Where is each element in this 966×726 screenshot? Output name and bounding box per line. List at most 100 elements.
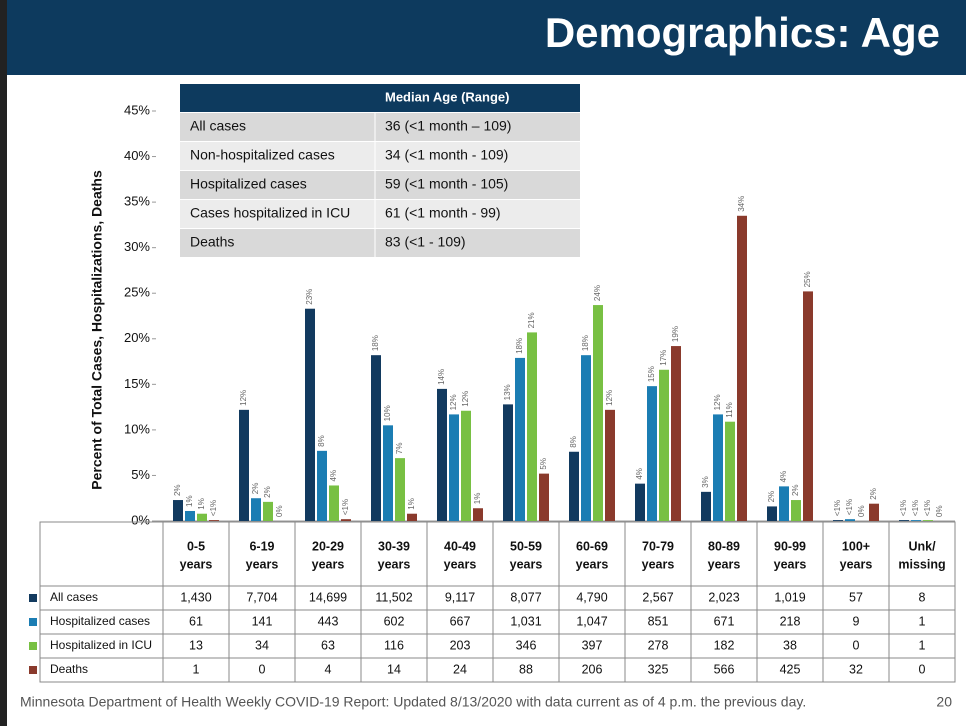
legend-label: Hospitalized cases: [50, 614, 150, 628]
table-cell: 1: [193, 662, 200, 676]
data-label: 12%: [713, 394, 722, 410]
bar: [395, 458, 405, 521]
data-label: 1%: [407, 498, 416, 510]
x-tick-label: years: [510, 557, 543, 571]
bar: [251, 498, 261, 521]
data-label: 2%: [791, 484, 800, 496]
bar: [713, 414, 723, 521]
data-label: 8%: [317, 435, 326, 447]
table-cell: 182: [714, 638, 735, 652]
x-tick-label: 80-89: [708, 539, 740, 553]
y-tick-label: 40%: [124, 148, 150, 163]
x-tick-label: 0-5: [187, 539, 205, 553]
y-axis-label: Percent of Total Cases, Hospitalizations…: [89, 170, 105, 490]
table-cell: 8,077: [510, 590, 541, 604]
table-cell: 32: [849, 662, 863, 676]
bar: [923, 520, 933, 521]
x-tick-label: missing: [898, 557, 945, 571]
data-label: 12%: [461, 391, 470, 407]
y-tick-label: 0%: [131, 512, 150, 527]
median-row-bg: [180, 113, 580, 141]
table-cell: 24: [453, 662, 467, 676]
bar: [635, 483, 645, 521]
median-cell: 34 (<1 month - 109): [385, 147, 508, 163]
table-cell: 397: [582, 638, 603, 652]
table-cell: 141: [252, 614, 273, 628]
x-tick-label: 50-59: [510, 539, 542, 553]
footer: Minnesota Department of Health Weekly CO…: [20, 694, 806, 710]
median-cell: 83 (<1 - 109): [385, 234, 466, 250]
bar: [197, 513, 207, 521]
table-cell: 14: [387, 662, 401, 676]
bar: [473, 508, 483, 521]
data-label: 14%: [437, 369, 446, 385]
data-label: 15%: [647, 366, 656, 382]
bar: [263, 501, 273, 521]
bar: [767, 506, 777, 521]
table-cell: 1,047: [576, 614, 607, 628]
bar: [671, 346, 681, 521]
table-cell: 1,031: [510, 614, 541, 628]
table-cell: 9: [853, 614, 860, 628]
data-label: 4%: [779, 471, 788, 483]
y-tick-label: 45%: [124, 102, 150, 117]
table-cell: 325: [648, 662, 669, 676]
median-row-bg: [180, 142, 580, 170]
left-edge: [0, 0, 7, 726]
median-cell: Deaths: [190, 234, 234, 250]
data-label: 12%: [449, 394, 458, 410]
data-label: 23%: [305, 289, 314, 305]
table-cell: 218: [780, 614, 801, 628]
x-tick-label: 40-49: [444, 539, 476, 553]
y-tick-label: 30%: [124, 239, 150, 254]
table-cell: 9,117: [445, 590, 475, 604]
table-cell: 851: [648, 614, 669, 628]
bar: [407, 513, 417, 521]
data-label: 0%: [275, 505, 284, 517]
y-tick-label: 15%: [124, 376, 150, 391]
data-label: 2%: [767, 491, 776, 503]
x-tick-label: 20-29: [312, 539, 344, 553]
bar: [539, 473, 549, 521]
table-cell: 443: [318, 614, 339, 628]
data-label: 0%: [857, 505, 866, 517]
median-cell: 61 (<1 month - 99): [385, 205, 501, 221]
median-header: Median Age (Range): [385, 89, 509, 104]
banner: [0, 0, 966, 75]
table-cell: 1: [919, 638, 926, 652]
legend-swatch: [29, 594, 37, 602]
median-cell: Cases hospitalized in ICU: [190, 205, 350, 221]
legend-label: Deaths: [50, 662, 88, 676]
bar: [725, 421, 735, 521]
data-label: 12%: [239, 390, 248, 406]
bar: [899, 520, 909, 521]
y-tick-label: 25%: [124, 285, 150, 300]
bar: [911, 520, 921, 521]
bar: [371, 355, 381, 521]
bar: [317, 450, 327, 521]
data-label: 21%: [527, 312, 536, 328]
x-tick-label: years: [246, 557, 279, 571]
table-cell: 566: [714, 662, 735, 676]
bar: [569, 451, 579, 521]
x-tick-label: 90-99: [774, 539, 806, 553]
bar: [305, 308, 315, 521]
data-label: 12%: [605, 390, 614, 406]
data-label: 24%: [593, 285, 602, 301]
bar: [209, 520, 219, 521]
table-cell: 8: [919, 590, 926, 604]
data-label: 1%: [473, 493, 482, 505]
table-cell: 0: [259, 662, 266, 676]
table-cell: 38: [783, 638, 797, 652]
data-label: 1%: [197, 498, 206, 510]
bar: [515, 357, 525, 521]
bar: [647, 386, 657, 521]
x-tick-label: years: [774, 557, 807, 571]
bar: [845, 519, 855, 521]
y-tick-label: 10%: [124, 421, 150, 436]
bar: [173, 500, 183, 521]
table-cell: 57: [849, 590, 863, 604]
data-label: 17%: [659, 350, 668, 366]
table-cell: 1,430: [180, 590, 211, 604]
median-row-bg: [180, 171, 580, 199]
